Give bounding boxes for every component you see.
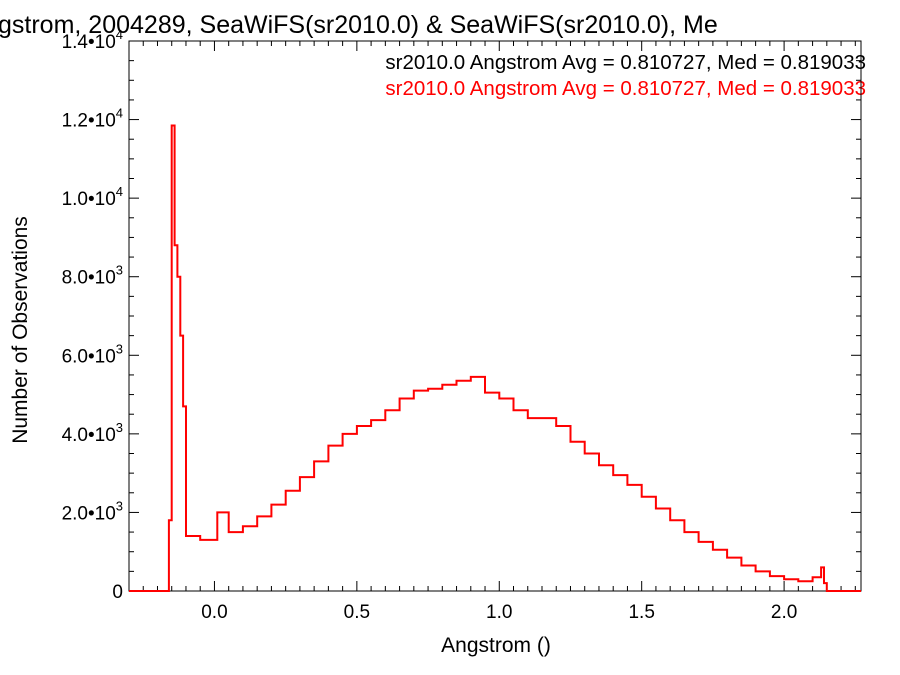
y-tick-label: 1.2•104 [62,106,123,132]
plot-frame [128,40,862,592]
annotations: sr2010.0 Angstrom Avg = 0.810727, Med = … [385,51,866,100]
y-tick-label: 4.0•103 [62,420,123,446]
y-tick-label: 8.0•103 [62,263,123,289]
axes: 0.0 0.5 1.0 1.5 2.0 0 2.0•103 4.0•103 6.0•103 8.0… [62,27,862,623]
x-tick-label: 0.5 [344,602,370,623]
x-tick-label: 0.0 [201,602,227,623]
y-tick-label: 0 [112,582,123,603]
y-tick-label: 6.0•103 [62,341,123,367]
x-tick-label: 2.0 [771,602,797,623]
x-tick-label: 1.5 [628,602,654,623]
annotation-red: sr2010.0 Angstrom Avg = 0.810727, Med = … [385,77,866,100]
y-tick-label: 1.4•104 [62,27,123,53]
annotation-black: sr2010.0 Angstrom Avg = 0.810727, Med = … [385,51,866,74]
series-lines [129,124,861,592]
y-tick-label: 1.0•104 [62,184,123,210]
chart-title: gstrom, 2004289, SeaWiFS(sr2010.0) & Sea… [0,11,718,39]
x-tick-label: 1.0 [486,602,512,623]
series-line [129,124,861,592]
x-axis-label: Angstrom () [441,634,551,657]
y-tick-label: 2.0•103 [62,498,123,524]
y-axis-label: Number of Observations [9,216,32,444]
